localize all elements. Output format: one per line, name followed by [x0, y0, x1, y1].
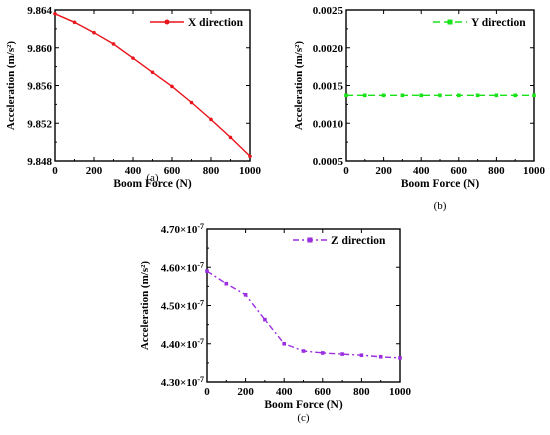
x-tick-label: 1000: [239, 165, 262, 177]
y-tick-label: 9.852: [27, 118, 52, 130]
panel-caption: (c): [297, 412, 310, 424]
x-tick-label: 0: [204, 386, 210, 398]
x-tick-label: 1000: [523, 165, 546, 177]
x-tick-label: 800: [203, 165, 220, 177]
legend-marker: [447, 19, 453, 25]
y-tick-label: 4.70×10-7: [161, 222, 204, 236]
y-tick-label: 0.0015: [313, 81, 344, 93]
legend-label: X direction: [188, 17, 244, 29]
legend: Z direction: [293, 235, 386, 247]
legend-marker: [164, 19, 170, 25]
x-axis-label: Boom Force (N): [264, 399, 343, 411]
data-point: [205, 269, 209, 273]
data-point: [209, 117, 213, 122]
data-point: [398, 356, 402, 360]
legend-marker: [307, 237, 313, 243]
plot-frame: [54, 9, 251, 162]
data-point: [344, 93, 348, 98]
y-tick-label: 0.0010: [313, 118, 344, 130]
data-point: [513, 93, 517, 98]
y-tick-label: 4.40×10-7: [161, 337, 204, 351]
data-point: [363, 93, 367, 98]
data-point: [359, 353, 364, 358]
data-point: [321, 351, 325, 355]
chart-panel-a: 0 200 400 600 800 1000 9.848 9.852 9.856 9.860 9.8…: [5, 5, 262, 190]
data-point: [92, 30, 96, 35]
data-point: [263, 317, 267, 322]
data-point: [170, 84, 174, 89]
y-tick-label: 9.856: [27, 81, 52, 93]
data-point: [189, 100, 194, 105]
x-tick-label: 400: [125, 165, 142, 177]
data-point: [340, 352, 344, 356]
data-point: [53, 11, 57, 16]
data-point: [282, 341, 286, 346]
data-point: [228, 135, 233, 140]
chart-panel-b: 0 200 400 600 800 1000 0.0005 0.0010 0.0015 0.002…: [293, 5, 546, 212]
y-axis-label: Acceleration (m/s²): [139, 261, 151, 350]
x-tick-label: 200: [237, 386, 254, 398]
x-tick-label: 400: [276, 386, 293, 398]
data-point: [419, 93, 423, 98]
data-point: [475, 93, 480, 98]
y-tick-label: 4.30×10-7: [161, 375, 204, 389]
chart-panel-c: 0 200 400 600 800 1000 4.30×10-7 4.40×10-7 4.50×…: [139, 222, 412, 424]
plot-frame: [206, 228, 401, 383]
legend: Y direction: [433, 17, 526, 29]
x-tick-label: 400: [413, 165, 430, 177]
y-tick-label: 9.864: [27, 5, 52, 17]
y-tick-label: 9.860: [27, 43, 52, 55]
y-tick-label: 0.0020: [313, 43, 344, 55]
legend-label: Z direction: [331, 235, 386, 247]
data-point: [243, 292, 248, 297]
x-tick-label: 0: [52, 165, 58, 177]
data-point: [457, 93, 461, 98]
series-line: [206, 270, 401, 359]
x-tick-label: 800: [488, 165, 505, 177]
x-tick-label: 1000: [389, 386, 412, 398]
data-point: [72, 20, 77, 25]
data-point: [494, 93, 499, 98]
x-axis-label: Boom Force (N): [401, 178, 480, 190]
y-axis-label: Acceleration (m/s²): [293, 41, 305, 130]
data-point: [131, 56, 135, 60]
data-point: [532, 93, 536, 98]
data-point: [438, 93, 442, 98]
x-tick-label: 200: [86, 165, 103, 177]
panel-caption: (a): [146, 172, 159, 184]
legend: X direction: [150, 17, 244, 29]
x-tick-label: 600: [315, 386, 332, 398]
x-tick-label: 800: [353, 386, 370, 398]
x-tick-label: 600: [451, 165, 468, 177]
y-tick-label: 0.0025: [313, 5, 344, 17]
data-point: [248, 154, 252, 159]
x-tick-label: 200: [375, 165, 392, 177]
y-tick-label: 4.50×10-7: [161, 299, 204, 313]
data-point: [301, 349, 306, 353]
y-tick-label: 0.0005: [313, 156, 344, 168]
data-point: [150, 70, 155, 75]
plot-frame: [345, 9, 535, 162]
y-tick-label: 9.848: [27, 156, 52, 168]
data-point: [111, 42, 116, 46]
series-line: [54, 13, 251, 157]
y-tick-label: 4.60×10-7: [161, 260, 204, 274]
data-point: [224, 281, 229, 286]
data-point: [400, 93, 405, 98]
data-point: [381, 93, 386, 98]
data-point: [378, 354, 383, 359]
x-axis-label: Boom Force (N): [113, 178, 192, 190]
y-axis-label: Acceleration (m/s²): [5, 41, 17, 130]
legend-label: Y direction: [471, 17, 526, 29]
x-tick-label: 600: [164, 165, 181, 177]
panel-caption: (b): [434, 200, 447, 212]
x-tick-label: 0: [343, 165, 349, 177]
